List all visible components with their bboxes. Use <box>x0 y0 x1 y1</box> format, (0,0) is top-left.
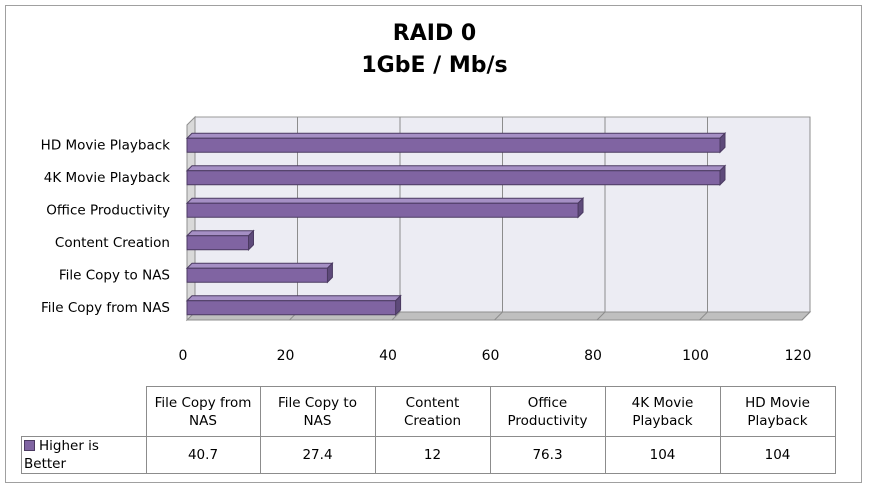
gridline-floor <box>801 311 811 321</box>
bar-front-face <box>186 137 721 153</box>
chart-title-block: RAID 0 1GbE / Mb/s <box>0 18 869 82</box>
data-table-header: Content Creation <box>374 386 491 437</box>
data-table-value: 27.4 <box>259 436 376 474</box>
data-table-value: 104 <box>719 436 836 474</box>
gridline-floor <box>391 311 401 321</box>
data-table: File Copy from NAS File Copy to NAS Cont… <box>21 386 836 474</box>
bar-top-face <box>185 132 727 139</box>
data-table-values-row: Higher is Better 40.7 27.4 12 76.3 104 1… <box>21 436 836 474</box>
legend-entry: Higher is Better <box>21 436 147 474</box>
data-table-header: File Copy to NAS <box>259 386 376 437</box>
bar-top-face <box>185 262 334 269</box>
legend-key <box>24 440 35 451</box>
x-tick-label: 20 <box>277 348 295 364</box>
gridline-floor <box>494 311 503 321</box>
bar <box>185 229 255 251</box>
y-category-label: Office Productivity <box>46 202 170 218</box>
y-category-label: 4K Movie Playback <box>44 170 170 186</box>
bar-top-face <box>185 230 255 237</box>
bar <box>185 132 727 154</box>
gridline-floor <box>596 311 606 321</box>
data-table-header: Office Productivity <box>489 386 606 437</box>
bar-front-face <box>186 235 249 251</box>
data-table-header: HD Movie Playback <box>719 386 836 437</box>
bar-front-face <box>186 202 579 218</box>
bar-front-face <box>186 300 397 316</box>
bar <box>185 262 334 284</box>
bar-front-face <box>186 267 328 283</box>
data-table-value: 12 <box>374 436 491 474</box>
y-category-label: File Copy from NAS <box>41 300 170 316</box>
x-tick-label: 120 <box>785 348 812 364</box>
x-tick-label: 100 <box>682 348 709 364</box>
data-table-header-row: File Copy from NAS File Copy to NAS Cont… <box>21 386 836 437</box>
data-table-value: 76.3 <box>489 436 606 474</box>
bar <box>185 164 727 186</box>
y-category-label: File Copy to NAS <box>59 267 170 283</box>
data-table-corner <box>21 386 147 437</box>
data-table-header: File Copy from NAS <box>145 386 261 437</box>
x-tick-label: 0 <box>179 348 188 364</box>
y-category-labels: File Copy from NAS File Copy to NAS Conten… <box>41 137 171 316</box>
y-category-label: Content Creation <box>55 235 170 251</box>
bar <box>185 197 585 219</box>
bar-front-face <box>186 170 721 186</box>
x-tick-label: 40 <box>379 348 397 364</box>
bars <box>185 132 727 316</box>
bar <box>185 294 402 316</box>
bar-top-face <box>185 197 585 204</box>
y-category-label: HD Movie Playback <box>41 137 171 153</box>
legend-label: Higher is Better <box>24 438 99 472</box>
chart-subtitle: 1GbE / Mb/s <box>361 53 508 78</box>
x-tick-labels: 0 20 40 60 80 100 120 <box>179 348 812 364</box>
chart-title: RAID 0 <box>392 21 477 46</box>
data-table-value: 104 <box>604 436 721 474</box>
bar-top-face <box>185 165 727 172</box>
x-tick-label: 60 <box>482 348 500 364</box>
data-table-value: 40.7 <box>145 436 261 474</box>
bar-top-face <box>185 295 402 302</box>
gridline-floor <box>699 311 708 321</box>
data-table-header: 4K Movie Playback <box>604 386 721 437</box>
x-tick-label: 80 <box>584 348 602 364</box>
